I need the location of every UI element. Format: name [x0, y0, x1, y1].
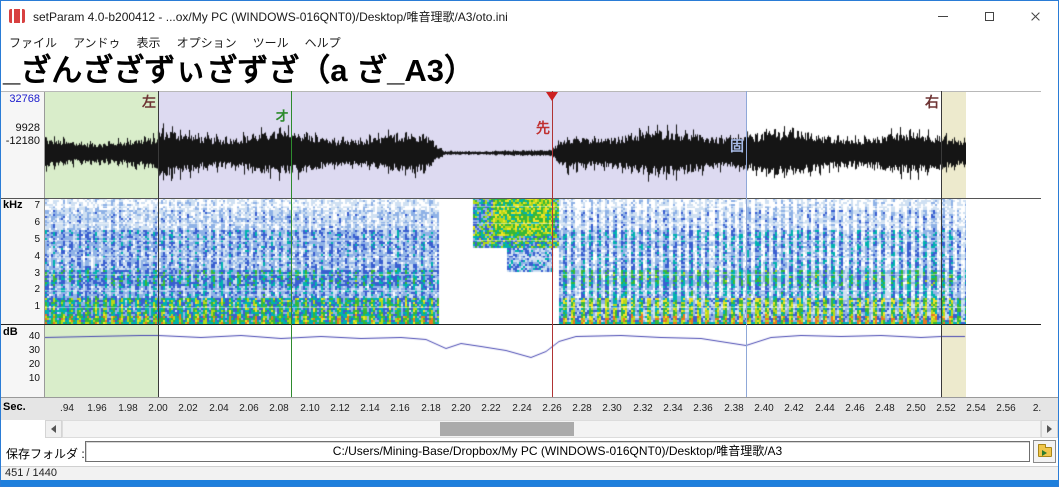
spectrogram-canvas[interactable]: [45, 198, 966, 324]
time-tick-label: 2.12: [330, 403, 350, 414]
power-db-panel[interactable]: [45, 324, 1041, 397]
app-icon: [9, 9, 25, 23]
horizontal-scrollbar[interactable]: [1, 420, 1058, 438]
title-bar: setParam 4.0-b200412 - ...ox/My PC (WIND…: [1, 1, 1058, 31]
level-axis-unit: dB: [3, 326, 18, 338]
scroll-left-arrow-icon: [51, 425, 56, 433]
time-tick-label: 2.46: [845, 403, 865, 414]
left-axis: 32768 9928 -12180 kHz dB 7 6 5 4 3 2 1 40 30 20 10: [1, 91, 45, 397]
time-tick-label: 2.20: [451, 403, 471, 414]
time-tick-label: 2.08: [269, 403, 289, 414]
time-tick-label: 2.42: [784, 403, 804, 414]
editor-area[interactable]: .94 1.96 1.98 2.00 2.02 2.04 2.06 2.08 2.10 2.12 2…: [1, 91, 1058, 420]
freq-tick-label: 4: [34, 251, 40, 262]
freq-tick-label: 5: [34, 234, 40, 245]
time-tick-label: 2.36: [693, 403, 713, 414]
status-bar: 451 / 1440: [1, 466, 1058, 480]
time-tick-label: 2.34: [663, 403, 683, 414]
time-tick-label: 2.10: [300, 403, 320, 414]
time-tick-label: 2.40: [754, 403, 774, 414]
time-tick-label: 2.32: [633, 403, 653, 414]
scroll-right-button[interactable]: [1041, 420, 1058, 438]
menu-item-view[interactable]: 表示: [136, 35, 161, 50]
time-tick-label: 2.30: [602, 403, 622, 414]
panel-separator: [1, 324, 1041, 325]
amplitude-cursor-min-label: -12180: [5, 135, 40, 147]
waveform-panel[interactable]: [45, 91, 1041, 198]
time-tick-label: 2.06: [239, 403, 259, 414]
time-tick-label: 2.24: [512, 403, 532, 414]
level-tick-label: 40: [28, 331, 40, 342]
save-folder-path-field[interactable]: C:/Users/Mining-Base/Dropbox/My PC (WIND…: [85, 441, 1030, 462]
power-curve-canvas[interactable]: [45, 324, 966, 397]
menu-item-help[interactable]: ヘルプ: [304, 35, 341, 50]
time-tick-label: 2.52: [936, 403, 956, 414]
scroll-right-arrow-icon: [1047, 425, 1052, 433]
freq-tick-label: 7: [34, 200, 40, 211]
time-tick-label: 1.96: [87, 403, 107, 414]
time-tick-label: 2.22: [481, 403, 501, 414]
time-tick-label: 2.44: [815, 403, 835, 414]
save-folder-label: 保存フォルダ :: [6, 447, 85, 461]
time-tick-label: 2.28: [572, 403, 592, 414]
window-accent-strip: [1, 480, 1058, 486]
open-folder-icon: [1037, 443, 1052, 457]
menu-item-options[interactable]: オプション: [176, 35, 237, 50]
menu-item-file[interactable]: ファイル: [9, 35, 58, 50]
time-tick-label: 2.38: [724, 403, 744, 414]
maximize-button[interactable]: [966, 1, 1012, 31]
menu-bar: ファイル アンドゥ 表示 オプション ツール ヘルプ: [1, 31, 1058, 53]
time-tick-label: 2.16: [390, 403, 410, 414]
level-tick-label: 10: [28, 373, 40, 384]
waveform-canvas[interactable]: [45, 91, 966, 198]
time-tick-label: 2.04: [209, 403, 229, 414]
time-tick-label: 2.26: [542, 403, 562, 414]
close-button[interactable]: [1012, 1, 1058, 31]
panel-separator: [1, 198, 1041, 199]
scrollbar-track[interactable]: [62, 420, 1041, 438]
entry-counter: 451 / 1440: [5, 467, 57, 479]
time-tick-label: 2.18: [421, 403, 441, 414]
spectrogram-panel[interactable]: [45, 198, 1041, 324]
time-tick-label: 2.00: [148, 403, 168, 414]
freq-tick-label: 2: [34, 284, 40, 295]
time-tick-label: 2.54: [966, 403, 986, 414]
time-tick-label: 2.50: [906, 403, 926, 414]
window-title: setParam 4.0-b200412 - ...ox/My PC (WIND…: [33, 9, 508, 24]
menu-item-undo[interactable]: アンドゥ: [73, 35, 121, 50]
time-axis: .94 1.96 1.98 2.00 2.02 2.04 2.06 2.08 2.10 2.12 2…: [1, 397, 1058, 420]
scrollbar-thumb[interactable]: [440, 422, 574, 436]
freq-tick-label: 3: [34, 268, 40, 279]
panel-separator: [1, 91, 1041, 92]
freq-tick-label: 6: [34, 217, 40, 228]
amplitude-cursor-max-label: 9928: [15, 122, 40, 134]
time-axis-unit: Sec.: [3, 401, 26, 413]
time-tick-label: 2.56: [996, 403, 1016, 414]
time-tick-label: 2.: [1032, 403, 1042, 414]
time-tick-label: 1.98: [118, 403, 138, 414]
menu-item-tools[interactable]: ツール: [252, 35, 289, 50]
level-tick-label: 30: [28, 345, 40, 356]
maximize-icon: [984, 11, 994, 21]
level-tick-label: 20: [28, 359, 40, 370]
time-tick-label: 2.48: [875, 403, 895, 414]
scroll-left-button[interactable]: [45, 420, 62, 438]
save-folder-path: C:/Users/Mining-Base/Dropbox/My PC (WIND…: [332, 444, 783, 458]
close-icon: [1030, 11, 1041, 22]
minimize-button[interactable]: [920, 1, 966, 31]
freq-tick-label: 1: [34, 301, 40, 312]
save-folder-bar: 保存フォルダ : C:/Users/Mining-Base/Dropbox/My…: [1, 438, 1058, 466]
freq-axis-unit: kHz: [3, 199, 23, 211]
entry-title: _ざんざざずぃざずざ（a ざ_A3）: [3, 53, 475, 88]
time-tick-label: 2.14: [360, 403, 380, 414]
browse-folder-button[interactable]: [1033, 440, 1056, 463]
time-tick-label: 2.02: [178, 403, 198, 414]
minimize-icon: [938, 15, 948, 17]
window-controls: [920, 1, 1058, 31]
time-tick-label: .94: [60, 403, 74, 414]
amplitude-max-label: 32768: [9, 93, 40, 105]
